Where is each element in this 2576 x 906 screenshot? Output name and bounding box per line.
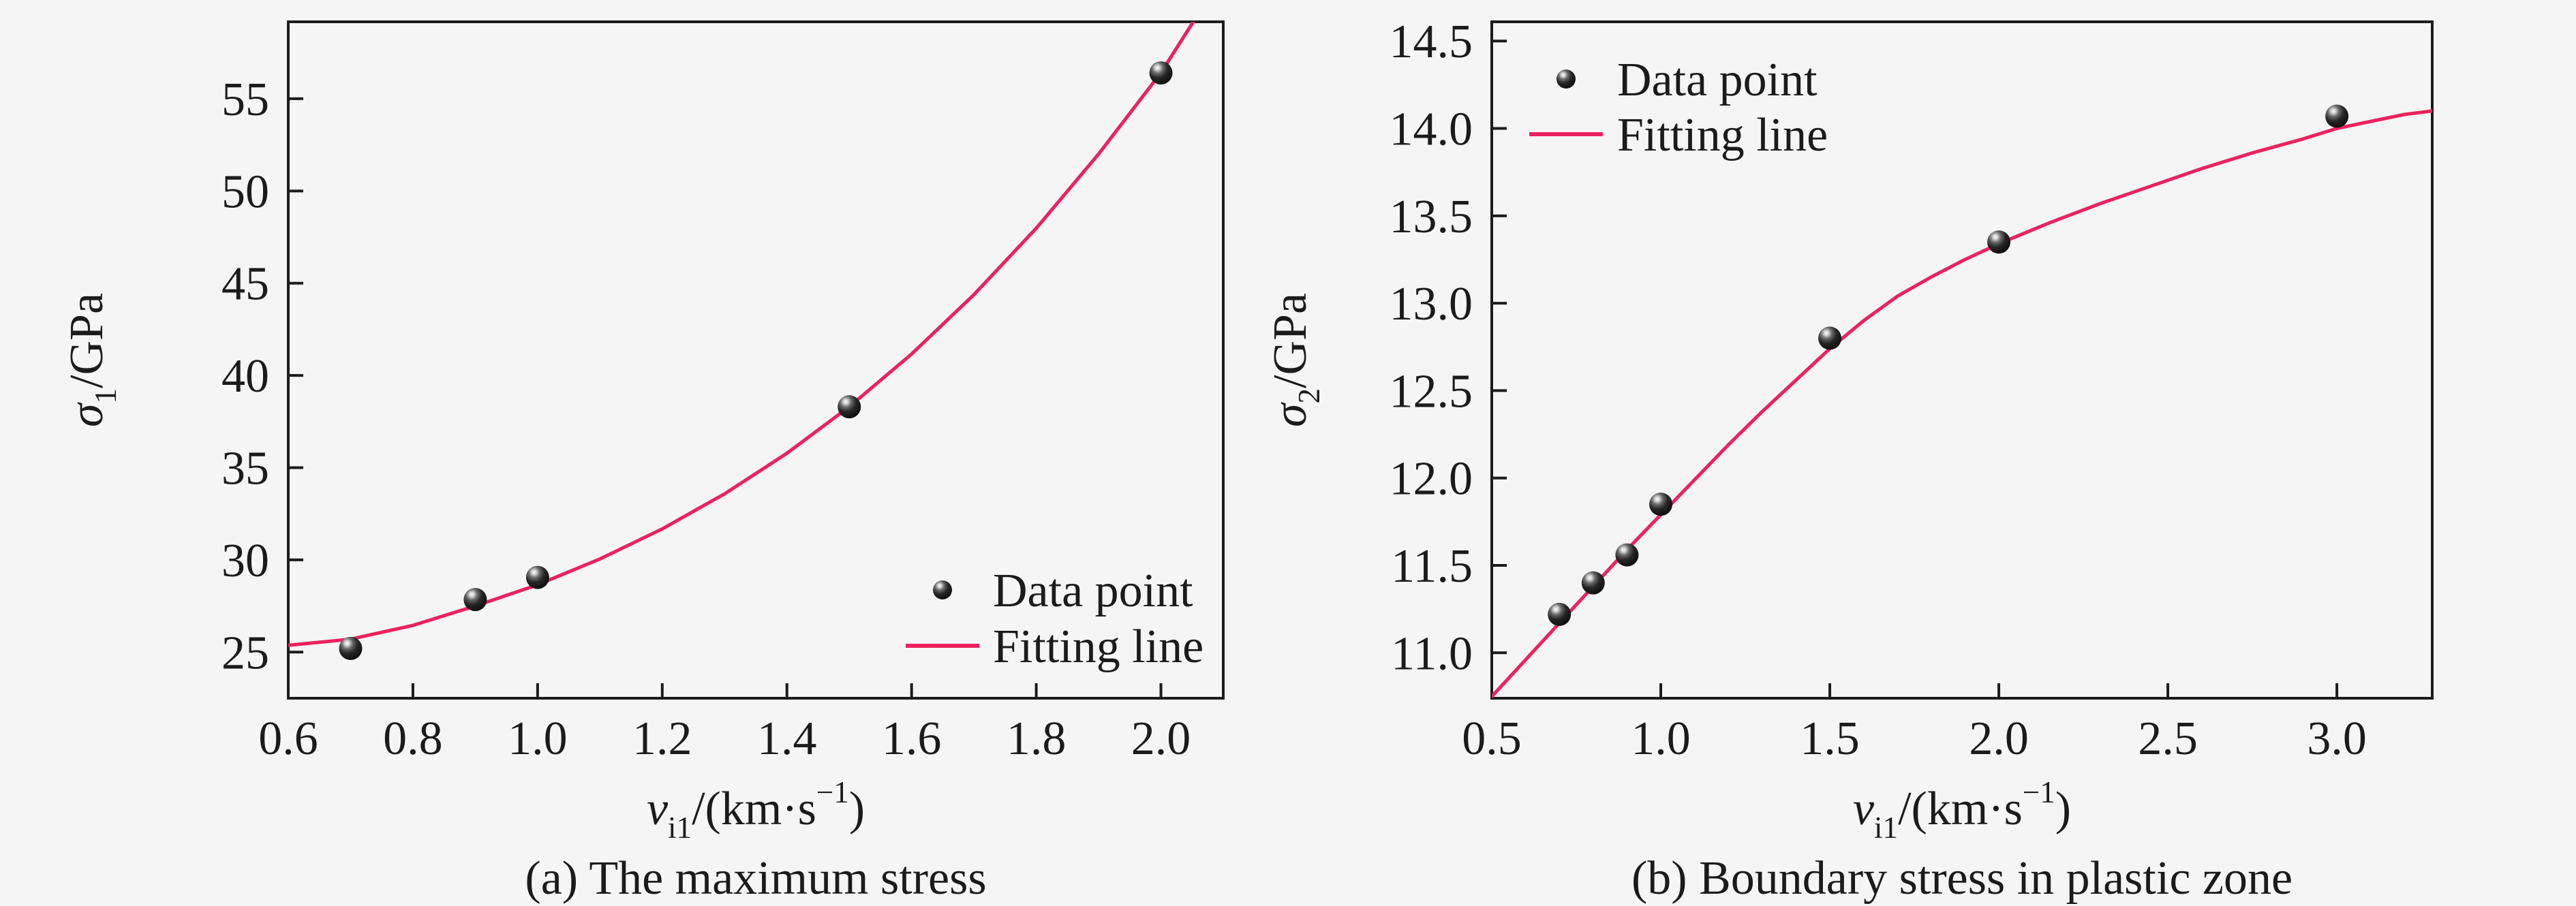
fit-line — [288, 22, 1195, 647]
data-point — [1615, 543, 1639, 567]
legend-label: Fitting line — [993, 621, 1203, 673]
y-tick-label: 12.5 — [1390, 365, 1473, 418]
y-tick-label: 14.5 — [1390, 16, 1473, 68]
caption-b: (b) Boundary stress in plastic zone — [1631, 852, 2293, 905]
legend-marker-icon — [933, 580, 952, 599]
data-point — [1581, 571, 1605, 595]
x-tick-label: 1.5 — [1800, 713, 1860, 765]
y-tick-label: 35 — [221, 443, 269, 495]
x-tick-label: 3.0 — [2307, 713, 2367, 765]
caption-a: (a) The maximum stress — [525, 852, 987, 905]
x-tick-label: 1.0 — [1631, 713, 1691, 765]
y-tick-label: 40 — [221, 350, 269, 403]
legend-marker-icon — [1557, 69, 1576, 89]
x-tick-label: 1.2 — [632, 713, 692, 765]
x-tick-label: 1.6 — [882, 713, 942, 765]
x-tick-label: 2.0 — [1969, 713, 2029, 765]
y-tick-label: 11.5 — [1391, 540, 1473, 593]
y-tick-label: 11.0 — [1391, 627, 1473, 680]
chart-a: 0.6 0.8 1.0 1.2 1.4 1.6 1.8 2.0 25 30 35 40 45 50 55 vi… — [61, 20, 1225, 845]
x-tick-label: 1.4 — [757, 713, 817, 765]
x-tick-label: 2.0 — [1131, 713, 1191, 765]
data-point — [339, 636, 363, 660]
data-point — [1548, 602, 1571, 626]
data-point — [1149, 61, 1173, 85]
data-point — [1649, 493, 1673, 516]
legend-label: Data point — [993, 565, 1193, 617]
x-tick-label: 0.6 — [258, 713, 318, 765]
x-tick-label: 1.8 — [1007, 713, 1067, 765]
x-tick-label: 2.5 — [2138, 713, 2198, 765]
data-point — [2325, 104, 2349, 128]
y-axis-label: σ2/GPa — [1264, 293, 1326, 427]
data-point — [463, 588, 487, 612]
chart-b: 0.5 1.0 1.5 2.0 2.5 3.0 11.0 11.5 12.0 12.5 13.0 13… — [1264, 16, 2434, 845]
y-tick-label: 13.5 — [1390, 191, 1473, 243]
x-tick-label: 1.0 — [508, 713, 568, 765]
x-axis-label: vi1/(km·s−1) — [647, 775, 865, 845]
x-tick-label: 0.5 — [1462, 713, 1522, 765]
y-tick-label: 45 — [221, 258, 269, 311]
y-tick-label: 14.0 — [1390, 104, 1473, 156]
plot-frame — [287, 20, 1225, 700]
plot-frame — [1490, 20, 2434, 700]
legend-label: Fitting line — [1617, 109, 1828, 161]
data-point — [525, 565, 549, 589]
y-axis-label: σ1/GPa — [61, 293, 123, 427]
data-point — [1818, 326, 1842, 350]
data-point — [838, 395, 861, 419]
y-tick-label: 25 — [221, 627, 269, 679]
legend-label: Data point — [1617, 54, 1818, 106]
y-tick-label: 55 — [221, 74, 269, 126]
fit-line — [1492, 109, 2432, 698]
y-tick-label: 13.0 — [1390, 278, 1473, 330]
x-tick-label: 0.8 — [383, 713, 443, 765]
data-point — [1987, 230, 2011, 254]
y-tick-label: 50 — [221, 166, 269, 218]
y-tick-label: 30 — [221, 535, 269, 587]
x-axis-label: vi1/(km·s−1) — [1853, 775, 2071, 845]
y-tick-label: 12.0 — [1390, 453, 1473, 505]
